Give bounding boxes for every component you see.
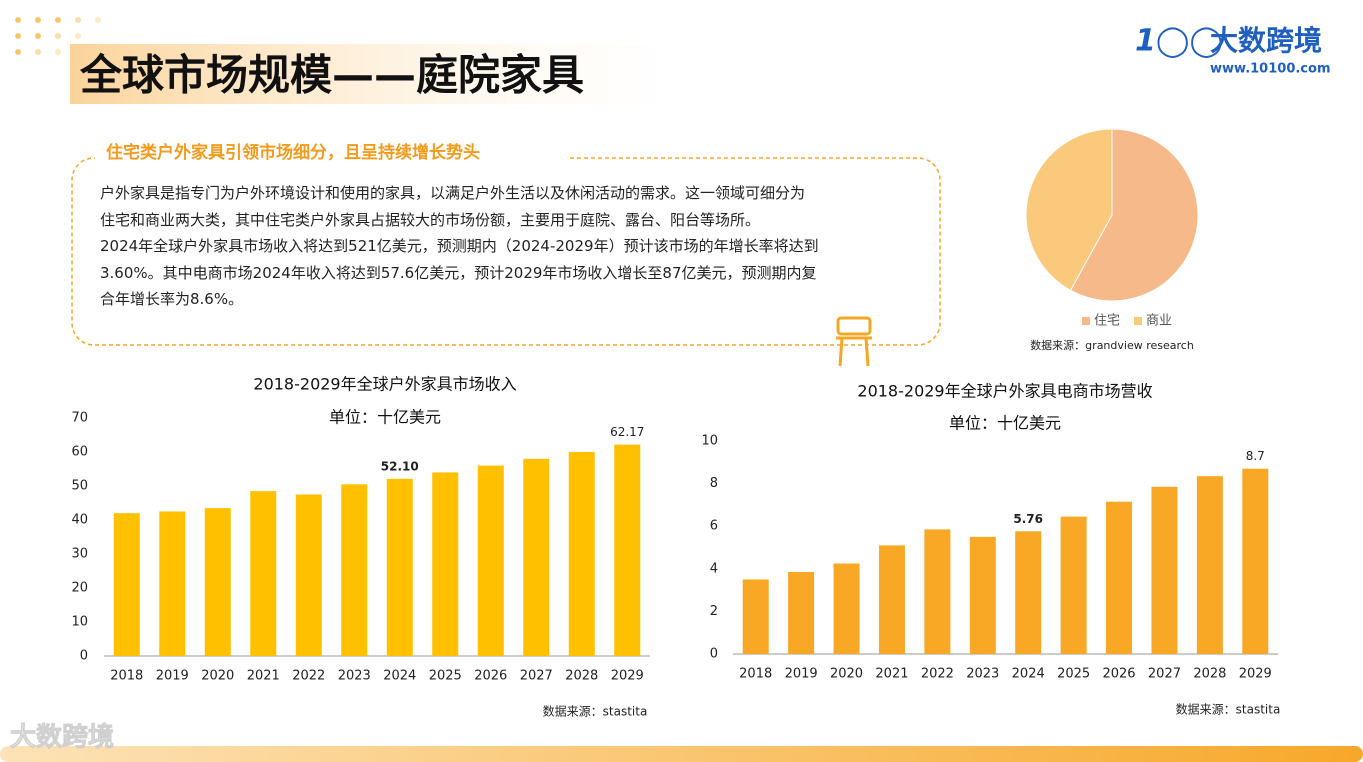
y-tick-label: 6 <box>710 519 718 534</box>
bar <box>1060 516 1087 654</box>
x-tick-label: 2027 <box>520 669 553 684</box>
y-tick-label: 2 <box>710 604 718 619</box>
y-tick-label: 70 <box>71 411 88 426</box>
bar <box>924 529 951 654</box>
summary-line: 3.60%。其中电商市场2024年收入将达到57.6亿美元，预计2029年市场收… <box>100 263 817 282</box>
legend-swatch <box>1082 317 1090 325</box>
website: www.10100.com <box>1210 62 1331 77</box>
y-tick-label: 40 <box>71 513 88 528</box>
y-tick-label: 20 <box>71 581 88 596</box>
source: 数据来源：stastita <box>1176 702 1281 717</box>
bar <box>969 536 996 654</box>
y-tick-label: 8 <box>710 476 718 491</box>
x-tick-label: 2025 <box>429 669 462 684</box>
x-tick-label: 2018 <box>739 667 772 682</box>
bar <box>1106 501 1133 654</box>
bar <box>523 458 550 656</box>
bar <box>295 494 322 656</box>
bar <box>477 465 504 656</box>
logo-text: 大数跨境 <box>1210 24 1322 57</box>
bar <box>250 491 277 656</box>
x-tick-label: 2026 <box>1102 667 1135 682</box>
x-tick-label: 2028 <box>565 669 598 684</box>
bar <box>878 545 905 654</box>
x-tick-label: 2018 <box>110 669 143 684</box>
x-tick-label: 2029 <box>611 669 644 684</box>
bar <box>742 579 769 654</box>
legend-swatch <box>1134 317 1142 325</box>
x-tick-label: 2027 <box>1148 667 1181 682</box>
y-tick-label: 10 <box>701 434 718 449</box>
chart-title: 2018-2029年全球户外家具电商市场营收 <box>857 382 1152 401</box>
heading-bg <box>95 142 570 164</box>
title-highlight <box>70 44 670 104</box>
chart-subtitle: 单位：十亿美元 <box>329 408 441 427</box>
value-label: 52.10 <box>381 459 419 473</box>
bar <box>341 484 368 656</box>
summary-line: 住宅和商业两大类，其中住宅类户外家具占据较大的市场份额，主要用于庭院、露台、阳台… <box>100 210 761 229</box>
bar <box>1151 486 1178 654</box>
summary-text: 户外家具是指专门为户外环境设计和使用的家具，以满足户外生活以及休闲活动的需求。这… <box>100 180 819 313</box>
x-tick-label: 2022 <box>921 667 954 682</box>
x-tick-label: 2020 <box>830 667 863 682</box>
bar <box>113 513 140 656</box>
x-tick-label: 2029 <box>1239 667 1272 682</box>
source: 数据来源：grandview research <box>1030 338 1194 352</box>
bar <box>204 508 231 656</box>
y-tick-label: 0 <box>710 647 718 662</box>
x-tick-label: 2023 <box>338 669 371 684</box>
summary-line: 户外家具是指专门为户外环境设计和使用的家具，以满足户外生活以及休闲活动的需求。这… <box>100 184 806 202</box>
bar <box>1196 476 1223 654</box>
summary-heading: 住宅类户外家具引领市场细分，且呈持续增长势头 <box>106 142 480 163</box>
summary-line: 合年增长率为8.6%。 <box>100 290 244 308</box>
value-label: 5.76 <box>1013 512 1043 526</box>
watermark: 大数跨境 <box>10 722 114 753</box>
x-tick-label: 2019 <box>156 669 189 684</box>
x-tick-label: 2021 <box>875 667 908 682</box>
value-label: 8.7 <box>1246 449 1265 463</box>
bar <box>568 452 595 656</box>
x-tick-label: 2023 <box>966 667 999 682</box>
y-tick-label: 10 <box>71 615 88 630</box>
bar <box>1242 468 1269 654</box>
x-tick-label: 2024 <box>1012 667 1045 682</box>
x-tick-label: 2028 <box>1193 667 1226 682</box>
pie-slice <box>1025 128 1113 292</box>
bar <box>1015 531 1042 654</box>
footer-bar <box>0 746 1363 762</box>
bar <box>614 444 641 656</box>
source: 数据来源：stastita <box>543 704 648 719</box>
x-tick-label: 2026 <box>474 669 507 684</box>
summary-line: 2024年全球户外家具市场收入将达到521亿美元，预测期内（2024-2029年… <box>100 237 819 255</box>
bar <box>386 478 413 656</box>
x-tick-label: 2021 <box>247 669 280 684</box>
bar <box>159 511 186 656</box>
chart-subtitle: 单位：十亿美元 <box>949 414 1061 433</box>
y-tick-label: 30 <box>71 547 88 562</box>
chair-icon <box>836 316 872 367</box>
x-tick-label: 2024 <box>383 669 416 684</box>
y-tick-label: 60 <box>71 445 88 460</box>
value-label: 62.17 <box>610 425 644 439</box>
bar <box>432 472 459 656</box>
y-tick-label: 50 <box>71 479 88 494</box>
x-tick-label: 2025 <box>1057 667 1090 682</box>
page-title: 全球市场规模——庭院家具 <box>79 51 584 100</box>
dots <box>15 17 101 55</box>
legend-label: 住宅 <box>1094 314 1120 329</box>
x-tick-label: 2022 <box>292 669 325 684</box>
y-tick-label: 0 <box>80 649 88 664</box>
bar <box>833 563 860 654</box>
x-tick-label: 2020 <box>201 669 234 684</box>
chart-title: 2018-2029年全球户外家具市场收入 <box>253 375 516 394</box>
logo-mark: 1◯◯ <box>1135 24 1223 59</box>
legend-label: 商业 <box>1146 314 1172 329</box>
pie-slice <box>1069 128 1199 302</box>
x-tick-label: 2019 <box>785 667 818 682</box>
bar <box>788 571 815 654</box>
y-tick-label: 4 <box>710 561 718 576</box>
